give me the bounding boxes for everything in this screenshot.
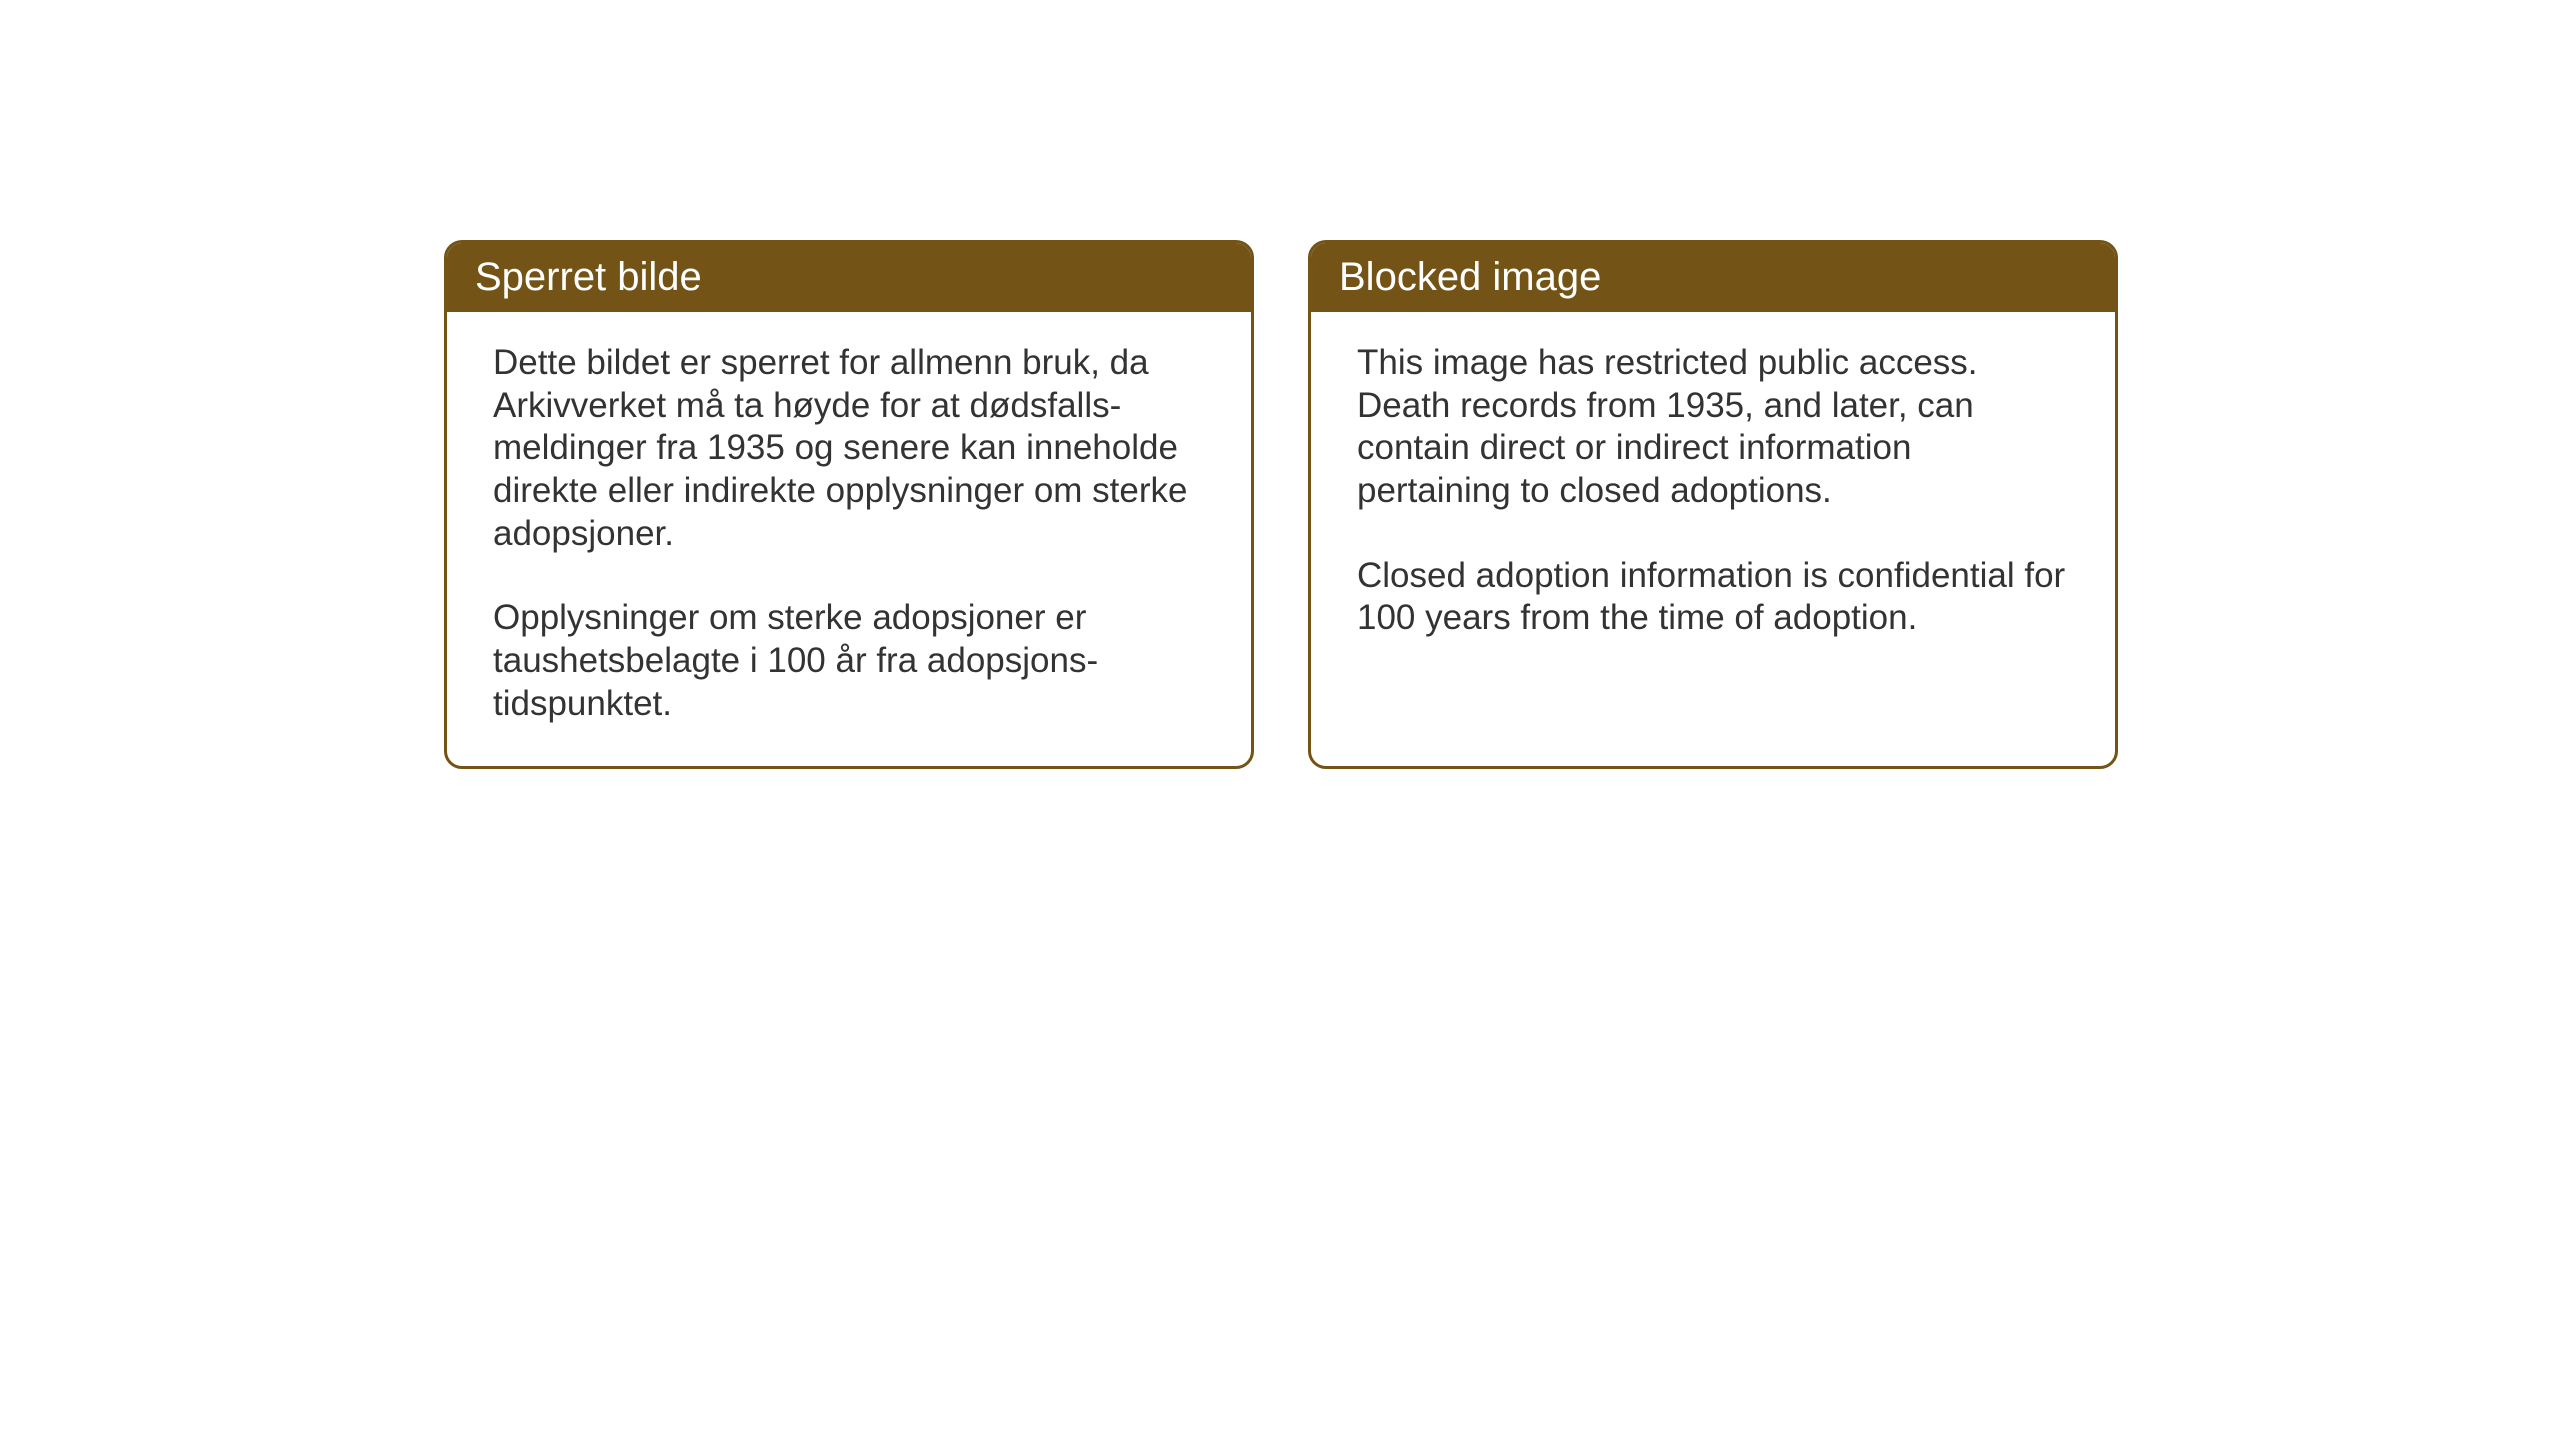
english-card-body: This image has restricted public access.…: [1311, 312, 2115, 680]
english-paragraph-1: This image has restricted public access.…: [1357, 342, 2069, 513]
english-notice-card: Blocked image This image has restricted …: [1308, 240, 2118, 769]
norwegian-paragraph-2: Opplysninger om sterke adopsjoner er tau…: [493, 597, 1205, 725]
norwegian-card-body: Dette bildet er sperret for allmenn bruk…: [447, 312, 1251, 766]
english-card-title: Blocked image: [1311, 243, 2115, 312]
norwegian-notice-card: Sperret bilde Dette bildet er sperret fo…: [444, 240, 1254, 769]
norwegian-card-title: Sperret bilde: [447, 243, 1251, 312]
english-paragraph-2: Closed adoption information is confident…: [1357, 555, 2069, 640]
notice-container: Sperret bilde Dette bildet er sperret fo…: [444, 240, 2118, 769]
norwegian-paragraph-1: Dette bildet er sperret for allmenn bruk…: [493, 342, 1205, 555]
